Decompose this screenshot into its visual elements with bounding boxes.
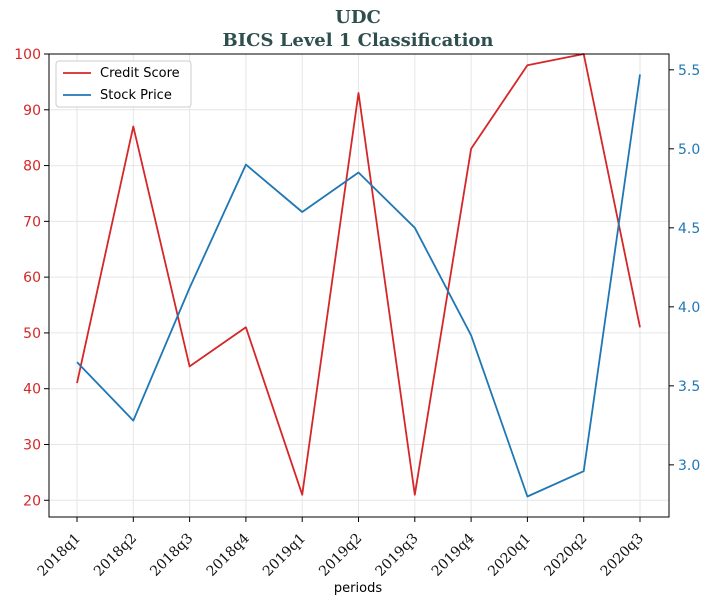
- right-tick-label: 4.5: [678, 221, 700, 237]
- x-tick-label: 2019q3: [372, 531, 421, 580]
- right-tick-label: 5.0: [678, 142, 700, 158]
- chart-title: UDC: [335, 7, 381, 28]
- x-tick-label: 2018q3: [147, 531, 196, 580]
- chart-subtitle: BICS Level 1 Classification: [222, 30, 493, 51]
- left-tick-label: 30: [23, 437, 41, 453]
- x-tick-label: 2018q1: [35, 531, 84, 580]
- legend: Credit Score Stock Price: [55, 60, 192, 108]
- left-tick-label: 50: [23, 326, 41, 342]
- left-axis: 20 30 40 50 60 70 80 90 100: [14, 47, 49, 509]
- x-tick-label: 2020q2: [541, 531, 590, 580]
- x-axis: 2018q1 2018q2 2018q3 2018q4 2019q1 2019q2 2019…: [35, 517, 647, 580]
- series-line-stock-price: [76, 74, 641, 498]
- x-tick-label: 2018q4: [204, 530, 253, 579]
- left-tick-label: 70: [23, 214, 41, 230]
- x-tick-label: 2019q4: [429, 530, 478, 579]
- series-layer: [76, 53, 641, 498]
- legend-label-stock-price: Stock Price: [100, 88, 172, 103]
- legend-label-credit-score: Credit Score: [100, 66, 180, 81]
- right-tick-label: 5.5: [678, 63, 700, 79]
- x-tick-label: 2018q2: [91, 531, 140, 580]
- left-tick-label: 20: [23, 493, 41, 509]
- left-tick-label: 60: [23, 270, 41, 286]
- left-tick-label: 80: [23, 159, 41, 175]
- x-tick-label: 2019q1: [260, 531, 309, 580]
- right-tick-label: 3.5: [678, 379, 700, 395]
- right-axis: 3.0 3.5 4.0 4.5 5.0 5.5: [669, 63, 700, 474]
- left-tick-label: 100: [14, 47, 41, 63]
- x-tick-label: 2020q1: [485, 531, 534, 580]
- series-line-credit-score: [76, 53, 641, 496]
- x-tick-label: 2019q2: [316, 531, 365, 580]
- right-tick-label: 4.0: [678, 300, 700, 316]
- left-tick-label: 90: [23, 103, 41, 119]
- right-tick-label: 3.0: [678, 458, 700, 474]
- grid: [49, 53, 669, 517]
- x-tick-label: 2020q3: [598, 531, 647, 580]
- x-axis-label: periods: [334, 581, 382, 596]
- left-tick-label: 40: [23, 382, 41, 398]
